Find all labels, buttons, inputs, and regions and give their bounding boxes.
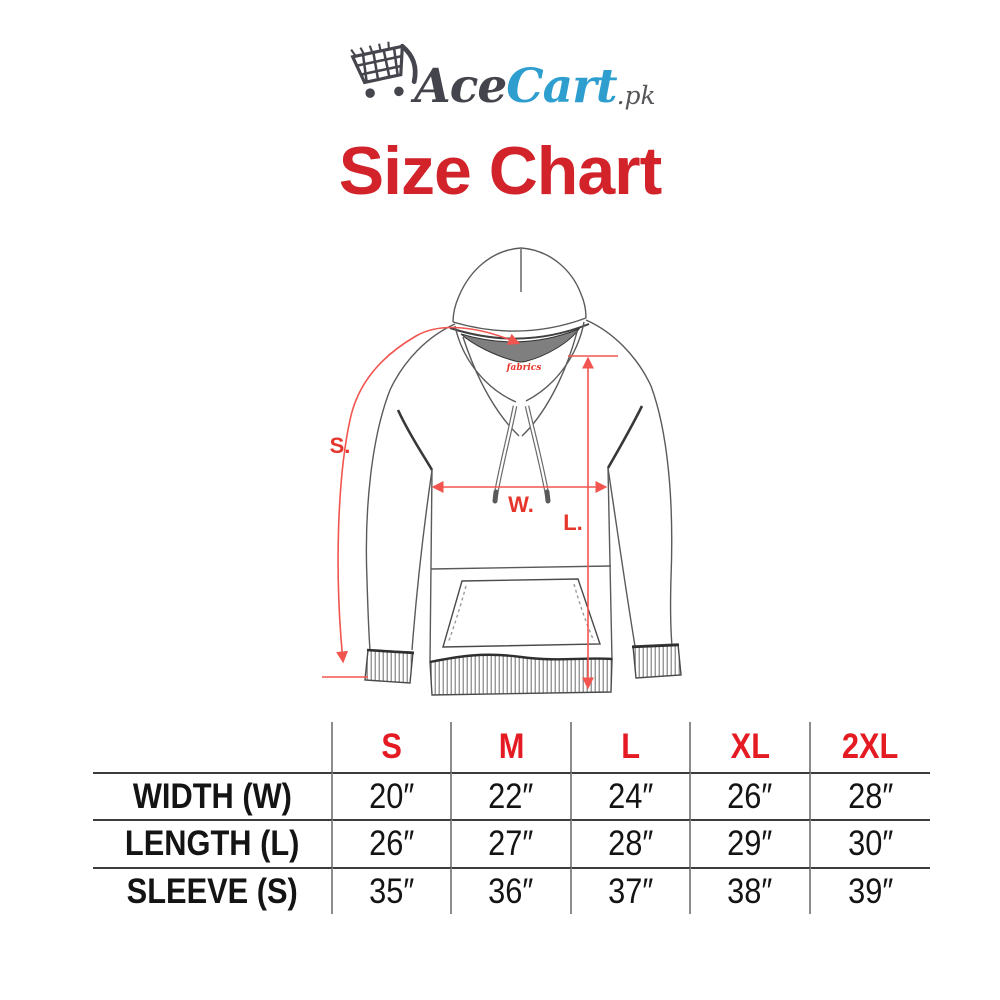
size-col-header-s: S	[333, 722, 453, 772]
size-col-header-m: M	[452, 722, 572, 772]
kangaroo-pocket	[442, 578, 601, 648]
length-2xl-cell: 30″	[810, 819, 930, 867]
row-label-width: WIDTH (W)	[93, 772, 333, 819]
right-cuff-ribbing	[632, 643, 682, 679]
cell-value: 39″	[847, 871, 893, 911]
measurement-annotations	[322, 326, 618, 690]
row-label-text: LENGTH (L)	[124, 824, 300, 863]
length-m-cell: 27″	[452, 819, 572, 867]
size-col-header-xl: XL	[691, 722, 811, 772]
length-l-cell: 28″	[571, 819, 692, 867]
size-table: S M L XL 2XL WIDTH (W) 20″ 22″ 24″ 26″ 2…	[93, 722, 930, 914]
brand-ace: Ace	[414, 59, 507, 114]
width-l-cell: 24″	[571, 772, 692, 819]
cell-value: 27″	[488, 824, 534, 863]
cell-value: 28″	[847, 776, 893, 816]
page-title: Size Chart	[338, 133, 663, 209]
length-xl-cell: 29″	[691, 819, 811, 867]
sleeve-2xl-cell: 39″	[810, 867, 930, 914]
width-2xl-cell: 28″	[810, 772, 930, 819]
row-label-length: LENGTH (L)	[93, 819, 333, 867]
header-text: L	[621, 727, 640, 766]
header-text: 2XL	[842, 727, 899, 766]
cell-value: 29″	[727, 824, 773, 863]
cell-value: 35″	[369, 871, 415, 911]
header-text: XL	[730, 727, 770, 766]
cell-value: 36″	[488, 871, 534, 911]
width-xl-cell: 26″	[691, 772, 811, 819]
cell-value: 22″	[488, 776, 534, 816]
cell-value: 30″	[847, 824, 893, 863]
row-label-sleeve: SLEEVE (S)	[93, 867, 333, 914]
sleeve-arrow	[336, 326, 521, 664]
row-label-text: WIDTH (W)	[132, 776, 292, 816]
size-col-header-l: L	[572, 722, 692, 772]
sleeve-xl-cell: 38″	[691, 867, 811, 914]
hoodie-diagram: W. L. S. fabrics	[322, 247, 682, 696]
length-s-cell: 26″	[333, 819, 453, 867]
brand-tld: .pk	[616, 81, 656, 110]
sleeve-m-cell: 36″	[452, 867, 572, 914]
sleeve-l-cell: 37″	[571, 867, 692, 914]
neck-brand-mark: fabrics	[506, 363, 542, 373]
header-text: M	[498, 727, 524, 766]
hood-inner-lining	[460, 327, 581, 363]
cell-value: 28″	[607, 824, 654, 863]
sleeve-s-cell: 35″	[333, 867, 453, 914]
width-s-cell: 20″	[333, 772, 453, 819]
row-label-text: SLEEVE (S)	[126, 871, 298, 911]
hoodie-outline	[364, 247, 682, 696]
sleeve-measure-label: S.	[330, 433, 351, 458]
cell-value: 26″	[369, 824, 415, 863]
header-text: S	[381, 727, 402, 766]
size-col-header-2xl: 2XL	[811, 722, 930, 772]
brand-logo: Ace Cart .pk	[0, 34, 1000, 110]
cell-value: 26″	[727, 776, 773, 816]
brand-cart: Cart	[506, 59, 617, 114]
cell-value: 38″	[727, 871, 773, 911]
width-m-cell: 22″	[452, 772, 572, 819]
length-measure-label: L.	[563, 510, 583, 535]
cell-value: 24″	[607, 776, 654, 816]
hem-ribbing	[429, 654, 613, 696]
left-cuff-ribbing	[364, 649, 414, 684]
table-corner-cell	[93, 722, 333, 772]
width-measure-label: W.	[508, 492, 534, 517]
cell-value: 20″	[369, 776, 415, 816]
cell-value: 37″	[607, 871, 654, 911]
shopping-cart-icon	[350, 41, 418, 98]
